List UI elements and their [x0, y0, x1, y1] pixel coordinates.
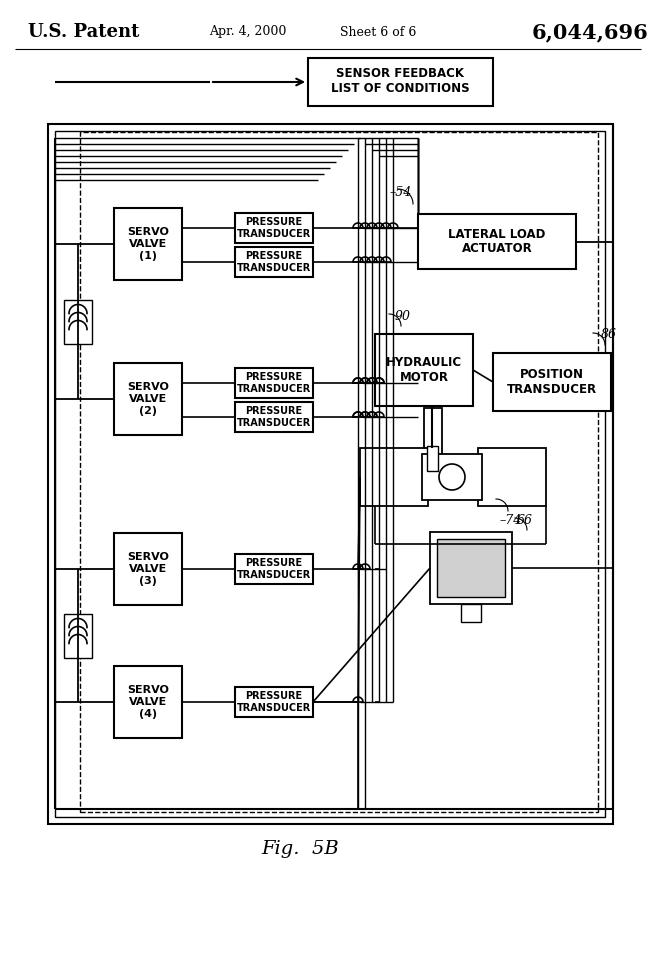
- Text: SERVO
VALVE
(2): SERVO VALVE (2): [127, 383, 169, 415]
- Text: Sheet 6 of 6: Sheet 6 of 6: [340, 25, 416, 39]
- Bar: [430, 532, 512, 604]
- Bar: [461, 604, 481, 622]
- Text: PRESSURE
TRANSDUCER: PRESSURE TRANSDUCER: [237, 406, 311, 428]
- Bar: [55, 131, 605, 817]
- Bar: [437, 539, 505, 597]
- Text: PRESSURE
TRANSDUCER: PRESSURE TRANSDUCER: [237, 558, 311, 579]
- Text: PRESSURE
TRANSDUCER: PRESSURE TRANSDUCER: [237, 372, 311, 394]
- Bar: [235, 402, 313, 432]
- Text: 86: 86: [601, 329, 617, 341]
- Text: PRESSURE
TRANSDUCER: PRESSURE TRANSDUCER: [237, 217, 311, 239]
- Text: SENSOR FEEDBACK
LIST OF CONDITIONS: SENSOR FEEDBACK LIST OF CONDITIONS: [331, 67, 470, 95]
- Bar: [235, 368, 313, 398]
- Text: SERVO
VALVE
(3): SERVO VALVE (3): [127, 552, 169, 585]
- Bar: [478, 448, 546, 506]
- Text: PRESSURE
TRANSDUCER: PRESSURE TRANSDUCER: [237, 252, 311, 273]
- Text: LATERAL LOAD
ACTUATOR: LATERAL LOAD ACTUATOR: [448, 228, 546, 255]
- Text: SERVO
VALVE
(4): SERVO VALVE (4): [127, 685, 169, 718]
- Text: 90: 90: [395, 309, 411, 323]
- Text: SERVO
VALVE
(1): SERVO VALVE (1): [127, 228, 169, 260]
- Circle shape: [439, 464, 465, 490]
- Text: U.S. Patent: U.S. Patent: [28, 23, 139, 41]
- Bar: [235, 247, 313, 277]
- Bar: [235, 554, 313, 584]
- Bar: [308, 58, 493, 106]
- Bar: [427, 446, 438, 471]
- Text: –74: –74: [500, 515, 522, 527]
- Text: HYDRAULIC
MOTOR: HYDRAULIC MOTOR: [386, 356, 462, 384]
- Bar: [80, 132, 598, 812]
- Bar: [114, 208, 182, 280]
- Bar: [422, 454, 482, 500]
- Bar: [114, 363, 182, 435]
- Bar: [114, 666, 182, 738]
- Bar: [114, 533, 182, 605]
- Bar: [235, 687, 313, 717]
- Text: Apr. 4, 2000: Apr. 4, 2000: [209, 25, 287, 39]
- Text: –54: –54: [390, 185, 412, 199]
- Bar: [493, 353, 611, 411]
- Bar: [235, 213, 313, 243]
- Bar: [48, 124, 613, 824]
- Text: POSITION
TRANSDUCER: POSITION TRANSDUCER: [507, 368, 597, 396]
- Bar: [418, 214, 576, 269]
- Text: Fig.  5B: Fig. 5B: [261, 840, 339, 858]
- Bar: [64, 300, 92, 343]
- Text: 6,044,696: 6,044,696: [531, 22, 648, 42]
- Text: 66: 66: [517, 514, 533, 526]
- Bar: [375, 334, 473, 406]
- Bar: [64, 613, 92, 657]
- Text: PRESSURE
TRANSDUCER: PRESSURE TRANSDUCER: [237, 691, 311, 712]
- Bar: [424, 408, 442, 496]
- Bar: [360, 448, 428, 506]
